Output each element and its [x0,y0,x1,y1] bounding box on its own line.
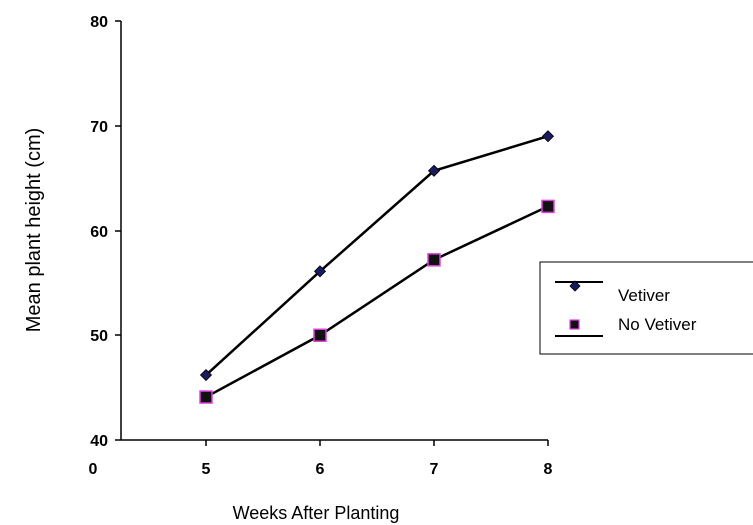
legend-label-vetiver: Vetiver [618,286,670,305]
data-point-no-vetiver [427,253,441,267]
y-tick-label: 80 [90,14,108,31]
data-point-vetiver [427,164,441,177]
legend-box [539,261,753,355]
y-ticks [115,20,121,441]
data-point-vetiver [199,368,213,382]
series-line-vetiver [205,135,549,376]
x-axis-title: Weeks After Planting [233,503,400,523]
data-point-vetiver [541,130,555,143]
x-tick-label: 0 [89,461,98,478]
y-tick-labels: 80 70 60 50 40 [90,14,108,450]
legend: Vetiver No Vetiver [539,261,753,355]
y-tick-label: 50 [90,328,108,345]
y-tick-label: 70 [90,119,108,136]
legend-marker-no-vetiver [569,319,580,330]
x-tick-label: 8 [544,461,553,478]
series-vetiver [199,130,555,382]
data-point-no-vetiver [541,199,555,214]
data-point-no-vetiver [199,390,213,404]
legend-marker-vetiver [569,280,581,292]
y-tick-label: 60 [90,224,108,241]
x-tick-label: 7 [430,461,439,478]
x-ticks [205,440,549,446]
series-no-vetiver [199,199,555,404]
x-tick-labels: 0 5 6 7 8 [89,461,553,478]
x-tick-label: 6 [316,461,325,478]
y-tick-label: 40 [90,433,108,450]
x-tick-label: 5 [202,461,211,478]
series-line-no-vetiver [205,205,549,399]
y-axis-title: Mean plant height (cm) [23,128,45,333]
data-point-vetiver [313,265,327,278]
legend-label-no-vetiver: No Vetiver [618,315,697,334]
data-point-no-vetiver [313,328,327,342]
